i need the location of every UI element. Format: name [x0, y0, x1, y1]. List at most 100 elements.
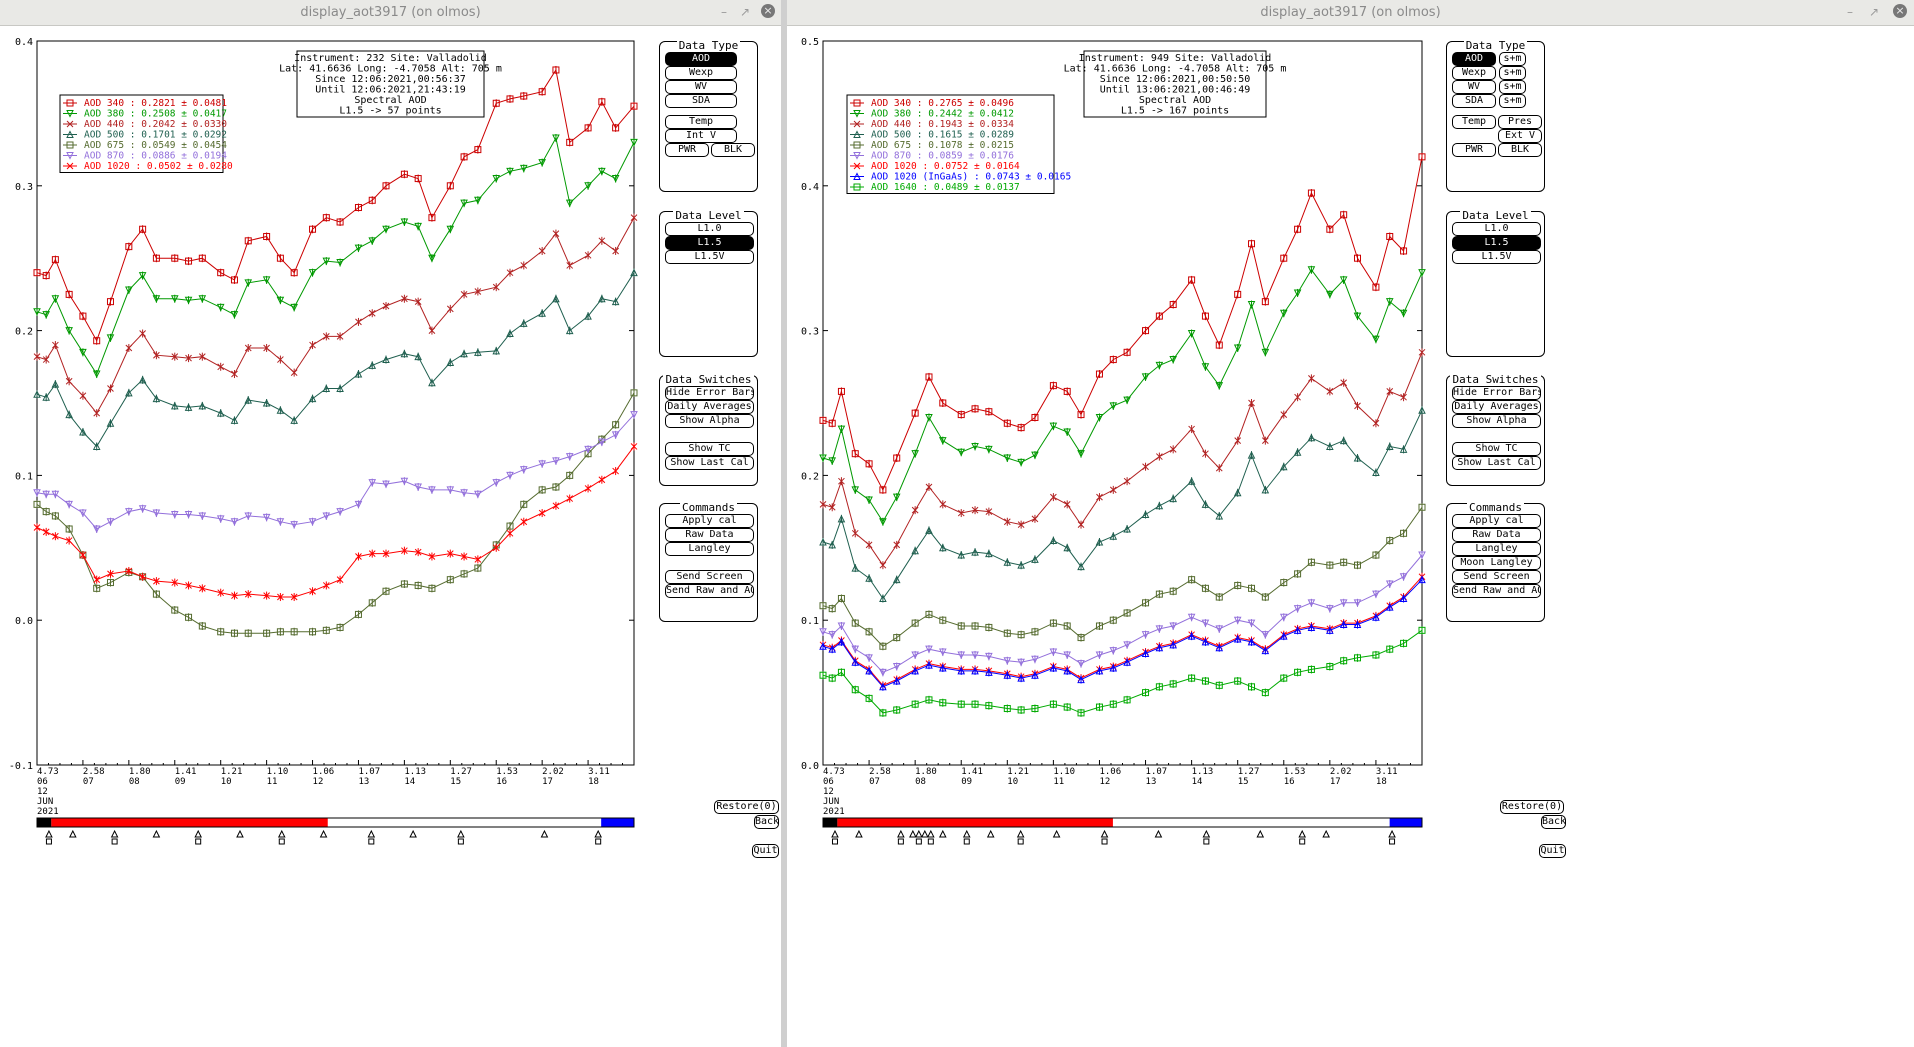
data-point: [414, 222, 422, 231]
data-switches-button-show-alpha[interactable]: Show Alpha: [665, 414, 754, 428]
data-point: [1123, 348, 1131, 356]
data-switches-button-show-last-cal[interactable]: Show Last Cal: [1452, 456, 1541, 470]
data-point: [1400, 639, 1408, 647]
close-icon[interactable]: ×: [761, 4, 775, 18]
commands-button-send-raw-and-aod[interactable]: Send Raw and AOD: [665, 584, 754, 598]
panel-commands: Commands Apply cal Raw Data Langley Send Scr…: [659, 501, 758, 622]
data-point: [1248, 399, 1255, 407]
data-level-button-l1-5[interactable]: L1.5: [665, 236, 754, 250]
data-point: [1031, 451, 1039, 460]
data-type-button-sda[interactable]: SDA: [665, 94, 737, 108]
data-switches-button-show-tc[interactable]: Show TC: [1452, 442, 1541, 456]
data-point: [971, 548, 979, 556]
commands-button-moon-langley[interactable]: Moon Langley: [1452, 556, 1541, 570]
data-level-button-l1-5[interactable]: L1.5: [1452, 236, 1541, 250]
commands-button-langley[interactable]: Langley: [1452, 542, 1541, 556]
commands-button-raw-data[interactable]: Raw Data: [665, 528, 754, 542]
x-tick-airmass-label: 1.07: [358, 767, 380, 777]
measurement-square-marker: [927, 838, 934, 845]
data-point: [152, 394, 161, 403]
data-point: [1077, 450, 1085, 458]
data-point: [938, 543, 947, 552]
data-point: [1233, 344, 1242, 353]
data-type-button-pres[interactable]: Pres: [1498, 115, 1542, 129]
data-point: [322, 214, 330, 222]
measurement-triangle-marker: [110, 829, 119, 838]
data-level-button-l1-0[interactable]: L1.0: [1452, 222, 1541, 236]
data-point: [231, 370, 238, 378]
data-point: [985, 445, 993, 454]
minimize-icon[interactable]: –: [1847, 5, 1853, 19]
data-type-button-sda[interactable]: SDA: [1452, 94, 1496, 108]
data-switches-button-daily-averages[interactable]: Daily Averages: [1452, 400, 1541, 414]
data-point: [566, 495, 574, 502]
data-point: [957, 448, 966, 457]
restore-0-button[interactable]: Restore(0): [1500, 800, 1564, 814]
commands-button-send-screen[interactable]: Send Screen: [1452, 570, 1541, 584]
data-type-button-aod[interactable]: AOD: [1452, 52, 1496, 66]
data-type-button-temp[interactable]: Temp: [1452, 115, 1496, 129]
data-point: [938, 648, 947, 657]
minimize-icon[interactable]: –: [721, 5, 727, 19]
data-point: [262, 513, 271, 522]
legend-entry: AOD 675 : 0.1078 ± 0.0215: [850, 140, 1014, 151]
data-type-button-int-v[interactable]: Int V: [665, 129, 737, 143]
data-type-button-ext-v[interactable]: Ext V: [1498, 129, 1542, 143]
commands-button-apply-cal[interactable]: Apply cal: [665, 514, 754, 528]
data-point: [1261, 437, 1269, 445]
data-type-button-pwr[interactable]: PWR: [1452, 143, 1496, 157]
close-icon[interactable]: ×: [1893, 4, 1907, 18]
data-level-button-l1-5v[interactable]: L1.5V: [665, 250, 754, 264]
data-switches-button-show-tc[interactable]: Show TC: [665, 442, 754, 456]
data-switches-button-show-alpha[interactable]: Show Alpha: [1452, 414, 1541, 428]
data-point: [1141, 510, 1150, 518]
data-switches-button-show-last-cal[interactable]: Show Last Cal: [665, 456, 754, 470]
data-level-button-l1-0[interactable]: L1.0: [665, 222, 754, 236]
data-point: [106, 419, 115, 427]
commands-button-apply-cal[interactable]: Apply cal: [1452, 514, 1541, 528]
left-window: display_aot3917 (on olmos) – ↗ × 0.4 0.3 0…: [0, 0, 781, 1047]
data-type-button-blk[interactable]: BLK: [711, 143, 755, 157]
maximize-icon[interactable]: ↗: [1869, 5, 1880, 19]
data-point: [520, 92, 528, 100]
commands-button-send-raw-and-aod[interactable]: Send Raw and AOD: [1452, 584, 1541, 598]
y-tick-label: 0.4: [801, 182, 819, 193]
data-point: [1215, 643, 1224, 652]
restore-0-button[interactable]: Restore(0): [714, 800, 779, 814]
data-type-button-temp[interactable]: Temp: [665, 115, 737, 129]
data-point: [1280, 411, 1288, 418]
data-type-button-aod[interactable]: AOD: [665, 52, 737, 66]
commands-button-send-screen[interactable]: Send Screen: [665, 570, 754, 584]
data-point: [139, 330, 146, 337]
commands-button-langley[interactable]: Langley: [665, 542, 754, 556]
data-switches-button-daily-averages[interactable]: Daily Averages: [665, 400, 754, 414]
data-point: [865, 654, 873, 662]
data-type-button-wexp[interactable]: Wexp: [665, 66, 737, 80]
data-switches-button-hide-error-bars[interactable]: Hide Error Bars: [665, 386, 754, 400]
data-type-button-s-m[interactable]: s+m: [1499, 80, 1526, 94]
data-type-button-blk[interactable]: BLK: [1498, 143, 1542, 157]
data-type-button-wv[interactable]: WV: [665, 80, 737, 94]
data-type-button-s-m[interactable]: s+m: [1499, 66, 1526, 80]
data-level-button-l1-5v[interactable]: L1.5V: [1452, 250, 1541, 264]
back-button[interactable]: Back: [754, 815, 780, 829]
maximize-icon[interactable]: ↗: [740, 5, 751, 19]
data-point: [1399, 445, 1408, 453]
quit-button[interactable]: Quit: [752, 844, 779, 858]
data-type-button-pwr[interactable]: PWR: [665, 143, 709, 157]
panel-commands: Commands Apply cal Raw Data Langley Moon Lan…: [1446, 501, 1545, 622]
quit-button[interactable]: Quit: [1539, 844, 1566, 858]
data-type-button-wexp[interactable]: Wexp: [1452, 66, 1496, 80]
data-point: [971, 700, 979, 708]
data-point: [1418, 551, 1426, 560]
data-type-button-s-m[interactable]: s+m: [1499, 52, 1526, 66]
data-point: [1418, 153, 1426, 161]
data-switches-button-hide-error-bars[interactable]: Hide Error Bars: [1452, 386, 1541, 400]
data-type-button-s-m[interactable]: s+m: [1499, 94, 1526, 108]
commands-button-raw-data[interactable]: Raw Data: [1452, 528, 1541, 542]
data-point: [198, 353, 206, 361]
data-type-button-wv[interactable]: WV: [1452, 80, 1496, 94]
back-button[interactable]: Back: [1541, 815, 1567, 829]
data-point: [492, 283, 500, 291]
data-point: [1049, 382, 1057, 390]
